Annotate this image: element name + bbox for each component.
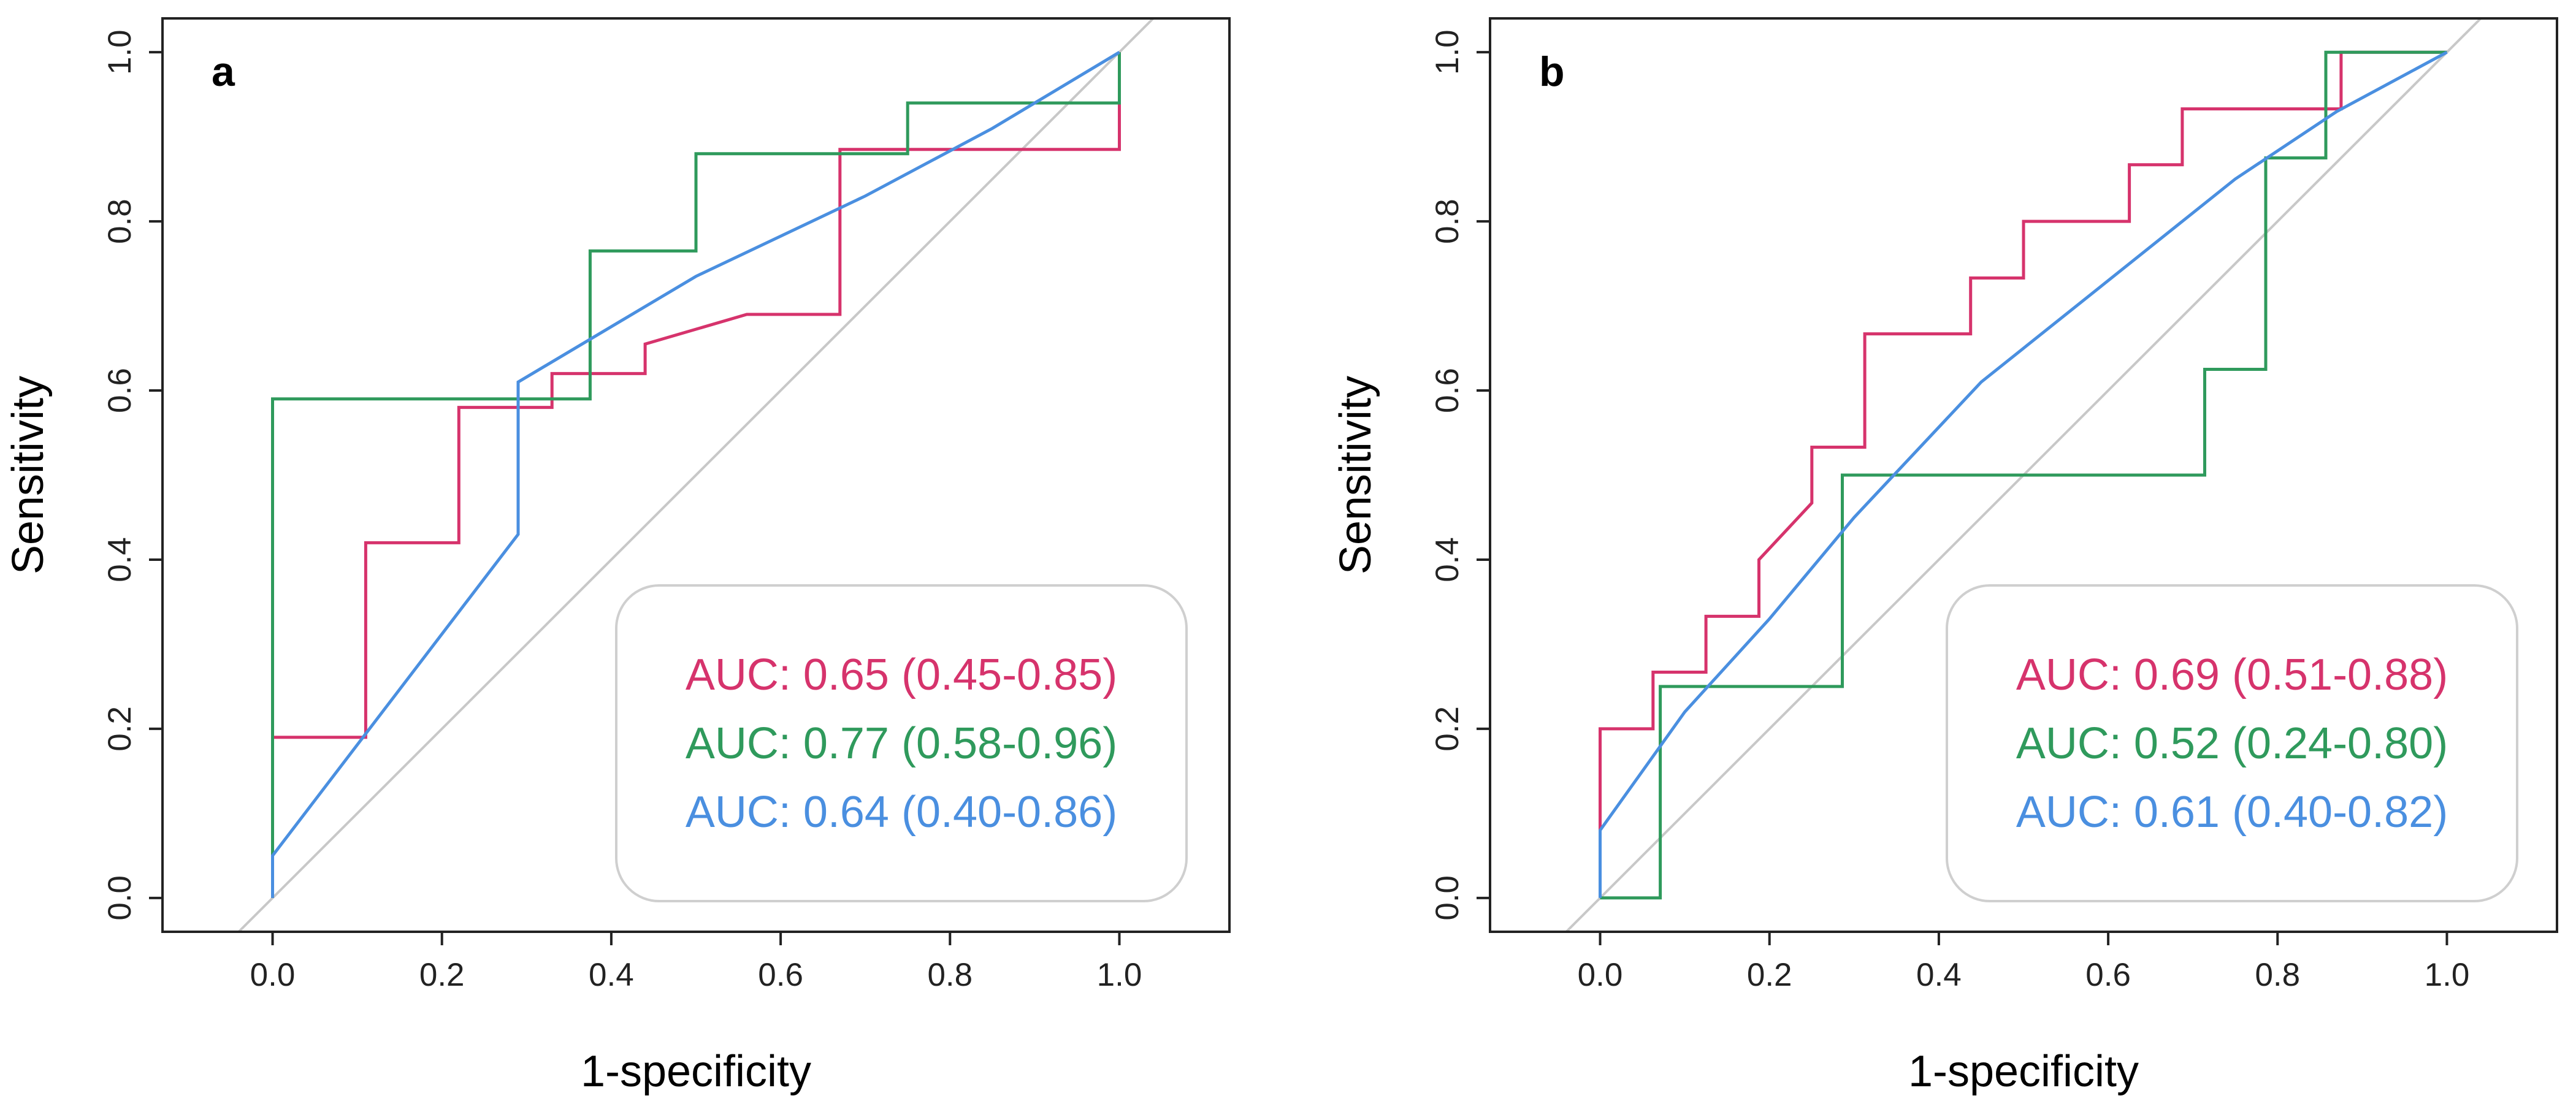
- x-tick-label: 1.0: [1097, 957, 1142, 993]
- panel-label: b: [1539, 48, 1565, 95]
- plot-frame: [161, 17, 1231, 933]
- y-tick-label: 0.4: [1429, 537, 1466, 582]
- y-tick-label: 0.4: [102, 537, 138, 582]
- x-tick-label: 0.4: [1916, 957, 1962, 993]
- x-tick-label: 0.0: [1578, 957, 1623, 993]
- x-tick-label: 0.6: [758, 957, 803, 993]
- y-tick-label: 0.2: [102, 706, 138, 752]
- x-tick-label: 0.8: [2255, 957, 2300, 993]
- x-tick-label: 0.6: [2085, 957, 2131, 993]
- y-tick-label: 1.0: [1429, 29, 1466, 75]
- roc-curve-red: [271, 52, 1121, 898]
- reference-diagonal: [237, 18, 1155, 932]
- x-tick-label: 0.2: [419, 957, 465, 993]
- x-tick-label: 1.0: [2425, 957, 2470, 993]
- roc-curve-blue: [1599, 50, 2448, 898]
- y-tick-label: 0.6: [1429, 368, 1466, 413]
- plot-frame: [1489, 17, 2558, 933]
- legend-box: [615, 584, 1188, 902]
- roc-curve-blue: [271, 51, 1120, 898]
- legend-box: [1946, 584, 2518, 902]
- panel-label: a: [212, 48, 235, 95]
- roc-panel-a: 0.0 0.2 0.4 0.6 0.8 1.0 0.0 0.2 0.4 0.6 0.8 1.0 1-sp…: [4, 17, 1231, 1096]
- legend: AUC: 0.65 (0.45-0.85) AUC: 0.77 (0.58-0.9…: [615, 584, 1188, 902]
- legend-entry-blue: AUC: 0.61 (0.40-0.82): [2016, 788, 2448, 837]
- legend: AUC: 0.69 (0.51-0.88) AUC: 0.52 (0.24-0.8…: [1946, 584, 2518, 902]
- legend-entry-red: AUC: 0.65 (0.45-0.85): [686, 650, 1117, 699]
- y-tick-label: 0.2: [1429, 706, 1466, 752]
- legend-entry-green: AUC: 0.77 (0.58-0.96): [686, 719, 1117, 768]
- x-tick-label: 0.2: [1747, 957, 1792, 993]
- y-tick-label: 0.0: [1429, 875, 1466, 921]
- x-tick-label: 0.4: [589, 957, 634, 993]
- x-axis-title: 1-specificity: [1908, 1047, 2139, 1096]
- roc-panel-b: 0.0 0.2 0.4 0.6 0.8 1.0 0.0 0.2 0.4 0.6 0.8 1.0 1-sp…: [1331, 17, 2558, 1096]
- y-tick-label: 0.6: [102, 368, 138, 413]
- x-tick-label: 0.8: [927, 957, 973, 993]
- y-tick-label: 1.0: [102, 29, 138, 75]
- legend-entry-red: AUC: 0.69 (0.51-0.88): [2016, 650, 2448, 699]
- roc-curve-green: [271, 52, 1121, 898]
- x-axis-title: 1-specificity: [581, 1047, 811, 1096]
- roc-curve-green: [1600, 50, 2447, 900]
- roc-curve-red: [1599, 50, 2447, 831]
- x-tick-label: 0.0: [250, 957, 296, 993]
- y-tick-label: 0.0: [102, 875, 138, 921]
- legend-entry-blue: AUC: 0.64 (0.40-0.86): [686, 788, 1117, 837]
- y-axis-title: Sensitivity: [4, 376, 53, 574]
- y-tick-label: 0.8: [1429, 199, 1466, 244]
- y-axis-title: Sensitivity: [1331, 376, 1380, 574]
- y-tick-label: 0.8: [102, 199, 138, 244]
- legend-entry-green: AUC: 0.52 (0.24-0.80): [2016, 719, 2448, 768]
